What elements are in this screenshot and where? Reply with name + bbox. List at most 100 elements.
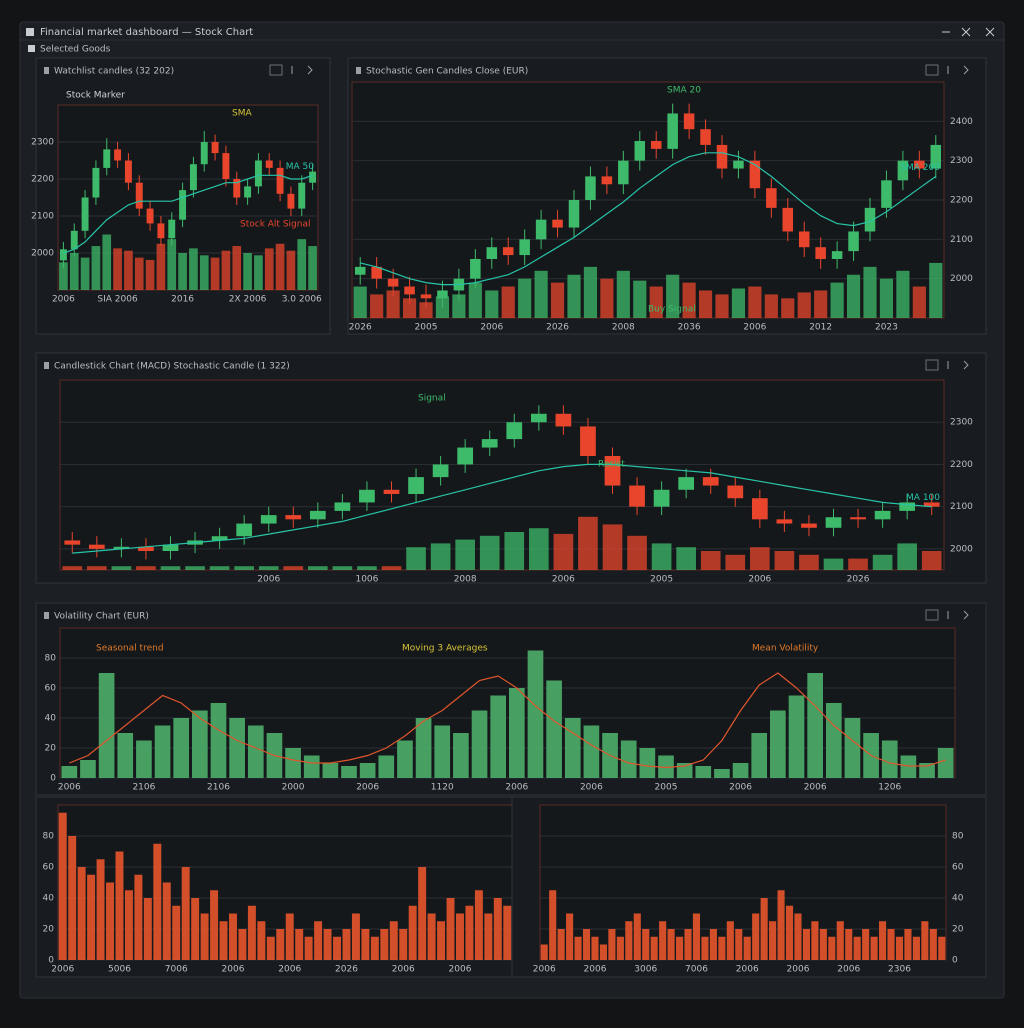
volume-bar [87, 566, 107, 570]
volume-bar [134, 257, 144, 290]
candle-body [815, 247, 826, 259]
bar [904, 929, 912, 960]
panel-button[interactable] [947, 610, 969, 620]
close-all-button[interactable] [985, 27, 995, 37]
x-tick-label: 2006 [222, 965, 245, 975]
panel-button[interactable] [269, 64, 283, 76]
candle-body [404, 286, 415, 295]
panel-button[interactable] [925, 359, 939, 371]
y-tick-label: 2100 [950, 502, 973, 512]
bar [192, 710, 208, 778]
bar [853, 936, 861, 960]
panel-title: Watchlist candles (32 202) [54, 67, 174, 77]
bar [341, 766, 357, 778]
bar [642, 929, 650, 960]
candle-body [457, 447, 474, 465]
panel-icon [44, 612, 49, 619]
volume-bar [381, 566, 402, 570]
y-tick-label: 60 [45, 684, 57, 694]
volume-bar [145, 259, 155, 290]
candle-body [233, 179, 241, 198]
panel-button[interactable] [925, 64, 939, 76]
x-tick-label: 2006 [52, 295, 75, 305]
candle-body [211, 536, 228, 541]
volume-bar [178, 253, 187, 290]
y-tick-label: 0 [952, 956, 958, 966]
bar [342, 929, 351, 960]
bar [667, 929, 675, 960]
bar [427, 913, 436, 960]
candle-body [354, 266, 366, 275]
candle-body [568, 200, 580, 228]
volume-bar [283, 566, 304, 570]
candle-body [157, 223, 165, 239]
bar [77, 867, 86, 960]
line-series [360, 152, 937, 286]
x-tick-label: 3.0 2006 [282, 295, 322, 305]
candle-body [236, 523, 253, 537]
annotation: SMA [232, 109, 252, 119]
volume-bar [921, 551, 942, 570]
bar [229, 913, 237, 960]
bar [229, 718, 245, 778]
bar [633, 913, 641, 960]
y-tick-label: 20 [45, 744, 57, 754]
bar [881, 740, 898, 778]
candle-body [309, 171, 317, 183]
panel-button[interactable] [947, 360, 969, 370]
bar [912, 936, 920, 960]
candle-body [801, 523, 817, 528]
volume-bar [583, 266, 598, 318]
x-tick-label: 2005 [415, 323, 438, 333]
bar [96, 859, 105, 960]
candle-body [334, 502, 351, 511]
y-tick-label: 60 [952, 863, 964, 873]
volume-bar [715, 294, 729, 318]
y-tick-label: 20 [43, 925, 55, 935]
bar [658, 755, 674, 778]
line-series [63, 174, 313, 254]
y-tick-label: 0 [50, 774, 56, 784]
volume-bar [529, 528, 549, 570]
bar [359, 763, 376, 778]
volume-bar [111, 566, 132, 570]
annotation: Moving 3 Averages [402, 644, 488, 654]
candle-body [64, 540, 81, 545]
bar [136, 740, 152, 778]
candle-body [88, 544, 105, 549]
x-tick-label: 2000 [282, 783, 305, 793]
bar [929, 929, 937, 960]
x-tick-label: 2006 [743, 323, 766, 333]
x-tick-label: 3006 [634, 965, 657, 975]
volume-bar [185, 566, 205, 570]
panel-button[interactable] [925, 609, 939, 621]
candle-body [114, 149, 122, 161]
annotation: Signal [418, 394, 446, 404]
x-tick-label: 1006 [355, 575, 378, 585]
bar [938, 936, 946, 960]
y-tick-label: 2100 [31, 212, 54, 222]
bar [879, 921, 887, 960]
bar [200, 913, 209, 960]
volume-bar [264, 248, 274, 290]
panel-button[interactable] [291, 65, 313, 75]
volume-bar [479, 535, 500, 570]
panel-button[interactable] [947, 65, 969, 75]
y-tick-label: 2200 [950, 196, 973, 206]
candle-body [618, 160, 629, 185]
x-tick-label: 2005 [655, 783, 678, 793]
y-tick-label: 80 [952, 832, 964, 842]
x-tick-label: 2006 [533, 965, 556, 975]
x-tick-label: 1206 [878, 783, 901, 793]
candle-body [70, 230, 78, 250]
x-tick-label: 2006 [392, 965, 415, 975]
line-series [69, 672, 946, 769]
bar [115, 851, 124, 960]
volume-bar [912, 286, 926, 318]
y-tick-label: 2200 [31, 175, 54, 185]
candle-body [260, 515, 277, 524]
volume-bar [896, 270, 910, 318]
volume-bar [799, 554, 819, 570]
tab-label[interactable]: Selected Goods [40, 45, 111, 55]
close-button[interactable] [961, 27, 971, 37]
